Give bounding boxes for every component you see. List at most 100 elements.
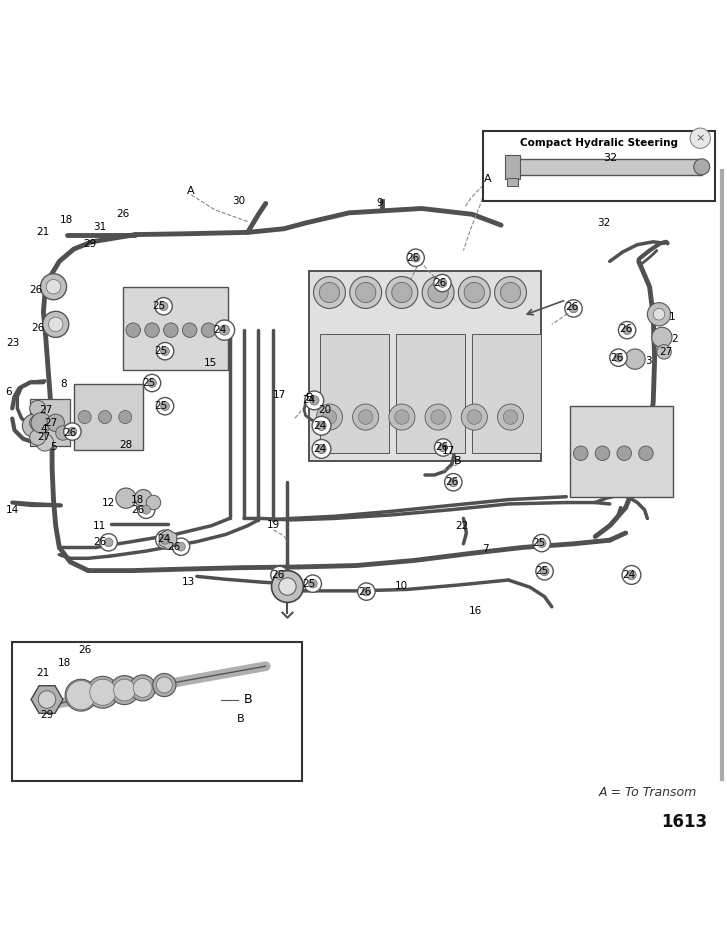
Text: 27: 27 xyxy=(37,432,50,443)
Circle shape xyxy=(639,446,653,461)
Circle shape xyxy=(177,542,185,551)
Circle shape xyxy=(461,404,487,430)
Text: 26: 26 xyxy=(31,323,44,333)
Circle shape xyxy=(182,323,197,337)
Text: 24: 24 xyxy=(157,535,170,544)
Circle shape xyxy=(275,571,284,579)
Circle shape xyxy=(172,538,190,556)
Text: 26: 26 xyxy=(406,253,419,263)
Circle shape xyxy=(610,349,627,367)
Text: 9: 9 xyxy=(376,198,382,208)
Circle shape xyxy=(142,505,150,514)
Text: 27: 27 xyxy=(659,347,673,357)
Circle shape xyxy=(386,276,418,309)
Circle shape xyxy=(316,404,342,430)
Text: 26: 26 xyxy=(30,285,43,294)
Text: 26: 26 xyxy=(93,538,107,547)
Circle shape xyxy=(411,254,420,262)
Circle shape xyxy=(540,567,549,576)
Circle shape xyxy=(435,439,452,456)
Bar xyxy=(483,131,715,201)
Circle shape xyxy=(431,409,446,425)
Text: 5: 5 xyxy=(50,443,57,452)
Text: 25: 25 xyxy=(154,401,167,411)
Text: 10: 10 xyxy=(395,580,408,591)
Text: 15: 15 xyxy=(204,358,217,368)
Circle shape xyxy=(313,276,345,309)
Circle shape xyxy=(308,580,317,588)
Text: B: B xyxy=(306,392,314,403)
Text: 14: 14 xyxy=(6,504,19,515)
Text: 25: 25 xyxy=(532,538,545,548)
Circle shape xyxy=(98,410,111,424)
Text: 26: 26 xyxy=(566,302,579,312)
Circle shape xyxy=(43,312,69,337)
Circle shape xyxy=(145,323,159,337)
Text: 31: 31 xyxy=(93,222,107,233)
Bar xyxy=(74,385,142,449)
Text: ×: × xyxy=(696,133,705,143)
Circle shape xyxy=(56,426,71,440)
Circle shape xyxy=(220,325,230,335)
Bar xyxy=(31,399,71,446)
Circle shape xyxy=(119,410,132,424)
Circle shape xyxy=(30,400,46,416)
Text: 24: 24 xyxy=(313,444,326,454)
Text: 16: 16 xyxy=(469,606,483,617)
Circle shape xyxy=(438,278,447,288)
Circle shape xyxy=(439,443,448,452)
Circle shape xyxy=(153,674,176,696)
Bar xyxy=(505,155,520,180)
Circle shape xyxy=(319,282,340,303)
Text: 26: 26 xyxy=(131,504,144,515)
Text: 24: 24 xyxy=(622,570,635,580)
Circle shape xyxy=(134,489,152,507)
Circle shape xyxy=(47,279,61,294)
Polygon shape xyxy=(159,529,177,550)
Circle shape xyxy=(312,440,331,458)
Circle shape xyxy=(164,323,178,337)
Text: 26: 26 xyxy=(63,428,76,438)
Circle shape xyxy=(467,409,481,425)
Circle shape xyxy=(536,562,553,580)
Circle shape xyxy=(497,404,523,430)
Text: 21: 21 xyxy=(36,227,49,237)
Circle shape xyxy=(36,434,54,451)
Text: 17: 17 xyxy=(273,390,286,400)
Bar xyxy=(570,407,672,497)
Circle shape xyxy=(79,410,91,424)
Circle shape xyxy=(350,276,382,309)
Circle shape xyxy=(565,300,582,317)
Text: 32: 32 xyxy=(603,153,617,162)
Circle shape xyxy=(214,320,235,340)
Circle shape xyxy=(464,282,484,303)
Circle shape xyxy=(651,327,672,348)
Text: 13: 13 xyxy=(182,578,195,587)
Text: 11: 11 xyxy=(93,521,107,531)
Text: A = To Transom: A = To Transom xyxy=(598,787,696,800)
Circle shape xyxy=(503,409,518,425)
Circle shape xyxy=(133,678,152,697)
Circle shape xyxy=(317,445,326,454)
Circle shape xyxy=(623,326,632,334)
Circle shape xyxy=(500,282,521,303)
Circle shape xyxy=(425,404,451,430)
Circle shape xyxy=(201,323,216,337)
Circle shape xyxy=(49,317,63,332)
Text: B: B xyxy=(244,694,252,707)
Text: 30: 30 xyxy=(233,197,246,206)
Circle shape xyxy=(143,374,161,391)
Circle shape xyxy=(595,446,610,461)
Text: 1613: 1613 xyxy=(662,813,707,831)
Circle shape xyxy=(322,409,337,425)
Bar xyxy=(472,333,541,453)
Circle shape xyxy=(68,428,77,436)
Circle shape xyxy=(30,429,46,446)
Circle shape xyxy=(622,565,641,584)
Circle shape xyxy=(156,677,172,693)
Circle shape xyxy=(656,345,671,359)
Circle shape xyxy=(126,323,140,337)
Circle shape xyxy=(116,488,136,508)
Text: 18: 18 xyxy=(57,658,71,668)
Circle shape xyxy=(422,276,454,309)
